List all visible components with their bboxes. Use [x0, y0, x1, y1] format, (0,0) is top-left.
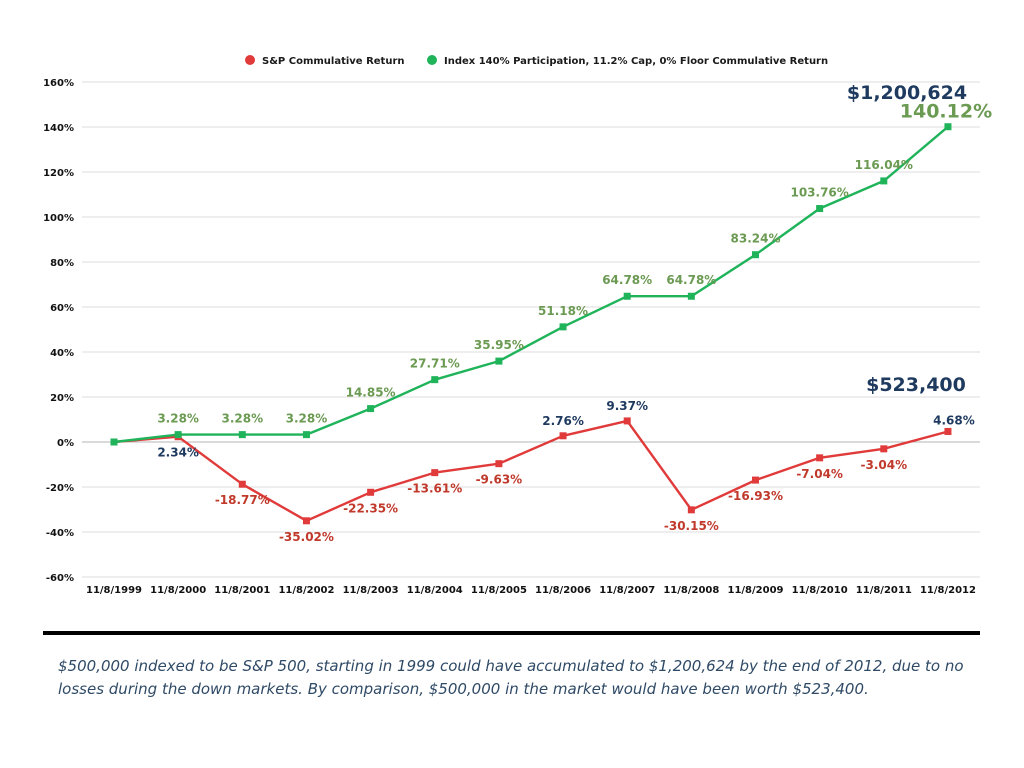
x-tick-label: 11/8/2009 — [727, 585, 783, 596]
sp-point — [559, 432, 567, 440]
x-tick-label: 11/8/2006 — [535, 585, 591, 596]
x-tick-label: 11/8/2002 — [278, 585, 334, 596]
index-point — [431, 376, 439, 384]
sp-data-label: 2.34% — [157, 446, 199, 460]
value-annotations: $1,200,624 $523,400 — [847, 82, 967, 396]
x-tick-label: 11/8/2007 — [599, 585, 655, 596]
y-tick-label: 120% — [43, 168, 74, 179]
x-axis-ticks: 11/8/1999 11/8/2000 11/8/2001 11/8/2002 11/8… — [86, 585, 976, 596]
series-lines — [113, 125, 949, 522]
sp-data-label: 9.37% — [606, 399, 648, 413]
sp-point — [431, 469, 439, 477]
sp-data-label: -9.63% — [476, 473, 523, 487]
x-tick-label: 11/8/1999 — [86, 585, 142, 596]
index-data-label: 35.95% — [474, 338, 524, 352]
sp-point — [944, 427, 952, 435]
x-tick-label: 11/8/2010 — [792, 585, 848, 596]
sp-data-label: -35.02% — [279, 530, 334, 544]
index-return-line — [113, 125, 949, 444]
sp-data-label: 2.76% — [542, 414, 584, 428]
legend-swatch — [427, 55, 437, 65]
index-point — [880, 177, 888, 185]
y-tick-label: 100% — [43, 213, 74, 224]
sp-data-label: -22.35% — [343, 501, 398, 515]
legend-label: S&P Commulative Return — [262, 56, 405, 67]
y-tick-label: -60% — [46, 573, 74, 584]
index-point — [559, 323, 567, 331]
index-point — [623, 292, 631, 300]
index-point — [302, 431, 310, 439]
sp-point — [623, 417, 631, 425]
sp-data-label: -18.77% — [215, 493, 270, 507]
sp-point — [367, 488, 375, 496]
y-tick-label: 140% — [43, 123, 74, 134]
y-tick-label: -20% — [46, 483, 74, 494]
index-data-label: 14.85% — [346, 386, 396, 400]
sp-point — [238, 480, 246, 488]
index-data-label: 3.28% — [157, 412, 199, 426]
y-tick-label: 20% — [50, 393, 74, 404]
y-tick-label: -40% — [46, 528, 74, 539]
chart-gridlines — [82, 81, 980, 578]
x-tick-label: 11/8/2004 — [407, 585, 463, 596]
sp-point — [880, 445, 888, 453]
x-tick-label: 11/8/2011 — [856, 585, 912, 596]
index-final-value: $1,200,624 — [847, 82, 967, 104]
sp-data-label: -16.93% — [728, 489, 783, 503]
chart-caption: $500,000 indexed to be S&P 500, starting… — [58, 657, 964, 698]
index-point — [367, 405, 375, 413]
index-data-label: 3.28% — [221, 412, 263, 426]
sp-point — [816, 454, 824, 462]
index-point — [816, 205, 824, 213]
series-points — [110, 123, 952, 525]
sp-point — [752, 476, 759, 484]
index-point — [495, 357, 503, 365]
sp-data-label: 4.68% — [933, 413, 975, 427]
chart-legend: S&P Commulative Return Index 140% Partici… — [245, 55, 828, 67]
index-point — [110, 438, 118, 446]
sp-point — [687, 506, 695, 514]
sp-point — [302, 517, 310, 525]
index-data-label: 27.71% — [410, 357, 460, 371]
y-tick-label: 60% — [50, 303, 74, 314]
index-data-label: 64.78% — [666, 273, 716, 287]
index-data-label: 64.78% — [602, 273, 652, 287]
index-point — [174, 431, 182, 439]
x-tick-label: 11/8/2008 — [663, 585, 719, 596]
sp-data-label: -7.04% — [796, 467, 843, 481]
sp-data-label: -3.04% — [860, 458, 907, 472]
y-axis-ticks: 160% 140% 120% 100% 80% 60% 40% 20% 0% -20% -40% -6… — [43, 78, 74, 584]
index-point — [752, 251, 759, 259]
index-data-label: 3.28% — [286, 412, 328, 426]
sp-point — [495, 460, 503, 468]
y-tick-label: 40% — [50, 348, 74, 359]
sp-data-label: -13.61% — [407, 482, 462, 496]
index-data-label: 116.04% — [855, 158, 913, 172]
x-tick-label: 11/8/2003 — [343, 585, 399, 596]
cumulative-return-chart: S&P Commulative Return Index 140% Partici… — [43, 55, 992, 596]
sp-data-label: -30.15% — [664, 519, 719, 533]
x-tick-label: 11/8/2005 — [471, 585, 527, 596]
index-point — [687, 292, 695, 300]
data-labels: 3.28% 3.28% 3.28% 14.85% 27.71% 35.95% 51.18% 6… — [157, 101, 992, 544]
index-data-label: 140.12% — [900, 101, 992, 123]
index-point — [944, 123, 952, 131]
index-point — [238, 431, 246, 439]
y-tick-label: 160% — [43, 78, 74, 89]
legend-label: Index 140% Participation, 11.2% Cap, 0% … — [444, 56, 828, 67]
caption-divider — [43, 631, 980, 635]
index-data-label: 103.76% — [790, 186, 848, 200]
sp-return-line — [113, 419, 949, 522]
legend-swatch — [245, 55, 255, 65]
x-tick-label: 11/8/2000 — [150, 585, 206, 596]
y-tick-label: 80% — [50, 258, 74, 269]
x-tick-label: 11/8/2001 — [214, 585, 270, 596]
index-data-label: 83.24% — [731, 232, 781, 246]
y-tick-label: 0% — [57, 438, 74, 449]
x-tick-label: 11/8/2012 — [920, 585, 976, 596]
index-data-label: 51.18% — [538, 304, 588, 318]
sp-final-value: $523,400 — [866, 374, 966, 396]
